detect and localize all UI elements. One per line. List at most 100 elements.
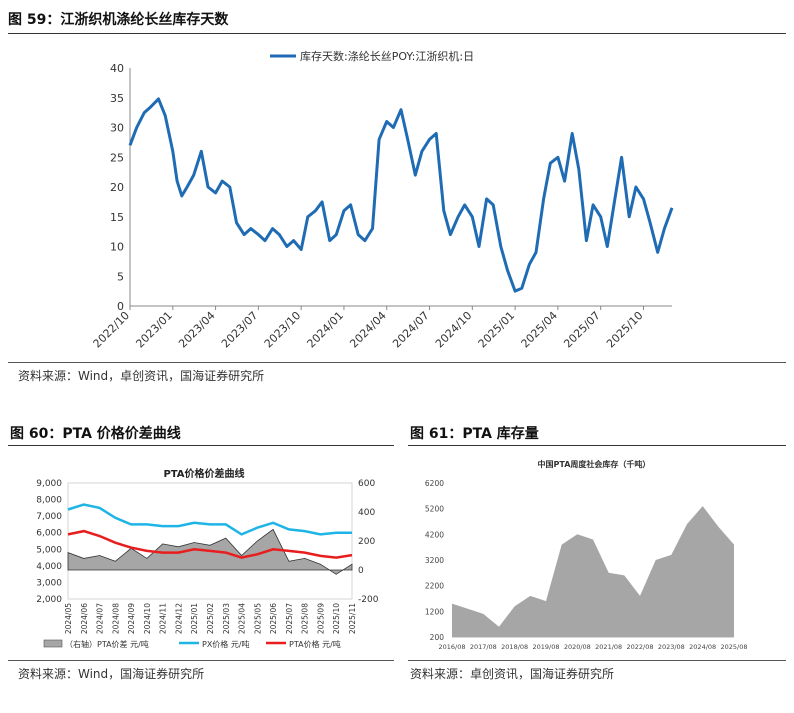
- fig61-y-tick-label: 2200: [425, 582, 444, 591]
- fig60-y-right-tick-label: -200: [358, 595, 379, 605]
- fig60-bottom-rule: [8, 660, 394, 661]
- fig60-x-tick-label: 2025/05: [253, 603, 262, 634]
- fig60-x-tick-label: 2025/01: [190, 603, 199, 634]
- fig59-y-tick-label: 0: [117, 300, 124, 313]
- fig59-x-tick-label: 2023/07: [219, 309, 261, 351]
- fig60-axes: 2,000 3,000 4,000 5,000 6,000 7,000 8,000 9,000…: [36, 479, 378, 634]
- fig61-area: [452, 506, 734, 637]
- fig59-x-tick-label: 2025/10: [604, 309, 646, 351]
- fig61-y-tick-label: 6200: [425, 479, 444, 488]
- fig59-source: 资料来源：Wind，卓创资讯，国海证券研究所: [18, 369, 265, 383]
- fig60-y-right-tick-label: 0: [358, 566, 364, 576]
- fig60-legend-pta-label: PTA价格 元/吨: [289, 639, 341, 649]
- fig60-y-left-tick-label: 5,000: [36, 545, 62, 555]
- fig60-x-tick-label: 2025/02: [206, 603, 215, 634]
- fig61-bottom-rule: [408, 660, 786, 661]
- fig60-x-tick-label: 2024/10: [143, 603, 152, 634]
- fig61-x-tick-label: 2017/08: [470, 643, 497, 651]
- fig60-x-tick-label: 2025/09: [316, 603, 325, 634]
- fig59-y-tick-label: 15: [110, 211, 124, 224]
- fig60-x-tick-label: 2024/12: [174, 603, 183, 634]
- fig59-x-tick-label: 2023/04: [176, 309, 218, 351]
- fig59-x-tick-label: 2024/07: [390, 309, 432, 351]
- fig61-y-tick-label: 1200: [425, 607, 444, 616]
- fig60-y-right-tick-label: 600: [358, 479, 375, 489]
- fig60-legend-spread-label: （右轴）PTA价差 元/吨: [65, 639, 149, 649]
- fig61-x-tick-label: 2019/08: [532, 643, 559, 651]
- fig60-y-right-tick-label: 400: [358, 508, 375, 518]
- fig60-y-right-tick-label: 200: [358, 537, 375, 547]
- fig59-x-tick-label: 2024/04: [347, 309, 389, 351]
- fig60-plot-frame: [67, 482, 353, 600]
- fig61-y-tick-label: 200: [430, 633, 445, 642]
- fig59-legend: 库存天数:涤纶长丝POY:江浙织机:日: [270, 49, 474, 63]
- fig61-x-tick-label: 2020/08: [564, 643, 591, 651]
- fig60-chart-title: PTA价格价差曲线: [163, 467, 244, 480]
- fig60-x-tick-label: 2024/09: [127, 603, 136, 634]
- fig61-source: 资料来源：卓创资讯，国海证券研究所: [410, 667, 615, 681]
- fig59-x-tick-label: 2024/01: [305, 309, 347, 351]
- fig61-x-tick-label: 2022/08: [626, 643, 653, 651]
- fig61-x-tick-label: 2018/08: [501, 643, 528, 651]
- fig60-y-left-tick-label: 6,000: [36, 529, 62, 539]
- fig61-x-tick-label: 2021/08: [595, 643, 622, 651]
- fig61-y-tick-label: 5200: [425, 505, 444, 514]
- fig59-y-tick-label: 35: [110, 92, 124, 105]
- fig60-y-left-tick-label: 2,000: [36, 595, 62, 605]
- fig59-series: [128, 97, 674, 293]
- fig59-y-tick-label: 20: [110, 181, 124, 194]
- fig60-y-left-tick-label: 4,000: [36, 562, 62, 572]
- fig61-title: 图 61：PTA 库存量: [410, 426, 539, 442]
- fig60-x-tick-label: 2025/03: [222, 603, 231, 634]
- fig61-area-series: [452, 506, 734, 637]
- fig59-x-tick-label: 2023/01: [133, 309, 175, 351]
- fig60-px-series: [67, 503, 352, 536]
- fig59-x-tick-label: 2025/04: [519, 309, 561, 351]
- fig60-chart: PTA价格价差曲线 2,000 3,000 4,000 5,000 6,000 7,000…: [36, 467, 378, 649]
- fig61-chart: 中国PTA周度社会库存（千吨） 200 1200 2200 3200 4200 5200 6…: [425, 459, 748, 651]
- fig59-chart: 库存天数:涤纶长丝POY:江浙织机:日 0 5 10 15 20 25 30 35 40 2022…: [91, 49, 674, 350]
- fig60-legend-px-label: PX价格 元/吨: [202, 639, 250, 649]
- fig61-x-tick-label: 2016/08: [438, 643, 465, 651]
- fig61-x-tick-label: 2024/08: [689, 643, 716, 651]
- fig60-y-left-tick-label: 3,000: [36, 578, 62, 588]
- fig60-x-tick-label: 2025/06: [269, 603, 278, 634]
- fig59-x-tick-label: 2022/10: [91, 309, 133, 351]
- fig60-x-tick-label: 2025/07: [285, 603, 294, 634]
- fig60-x-tick-label: 2024/08: [111, 603, 120, 634]
- fig59-y-tick-label: 30: [110, 122, 124, 135]
- fig59-x-tick-label: 2023/10: [262, 309, 304, 351]
- fig59-x-tick-label: 2025/07: [561, 309, 603, 351]
- fig60-lines: [67, 503, 353, 559]
- fig59-legend-label: 库存天数:涤纶长丝POY:江浙织机:日: [300, 49, 474, 63]
- fig60-y-left-tick-label: 8,000: [36, 496, 62, 506]
- fig60-pta-series: [67, 529, 353, 559]
- fig60-y-left-tick-label: 7,000: [36, 512, 62, 522]
- fig60-x-tick-label: 2024/06: [80, 603, 89, 634]
- fig60-x-tick-label: 2025/11: [348, 603, 357, 634]
- fig61-x-tick-label: 2025/08: [720, 643, 747, 651]
- fig60-x-tick-label: 2025/08: [301, 603, 310, 634]
- fig61-top-rule: [408, 445, 786, 446]
- fig61-x-tick-label: 2023/08: [658, 643, 685, 651]
- fig60-x-tick-label: 2025/04: [238, 603, 247, 634]
- fig60-legend-spread-swatch: [43, 639, 63, 648]
- fig59-title: 图 59：江浙织机涤纶长丝库存天数: [8, 12, 229, 28]
- fig60-x-tick-label: 2024/11: [159, 603, 168, 634]
- fig59-top-rule: [8, 33, 786, 34]
- fig59-x-tick-label: 2024/10: [433, 309, 475, 351]
- fig61-y-tick-label: 4200: [425, 530, 444, 539]
- fig60-title: 图 60：PTA 价格价差曲线: [10, 426, 181, 442]
- fig59-y-tick-label: 10: [110, 241, 124, 254]
- fig59-y-tick-label: 40: [110, 62, 124, 75]
- fig59-bottom-rule: [8, 362, 786, 363]
- fig60-top-rule: [8, 445, 394, 446]
- fig59-y-tick-label: 5: [117, 270, 124, 283]
- fig59-x-tick-label: 2025/01: [476, 309, 518, 351]
- fig60-x-tick-label: 2025/10: [332, 603, 341, 634]
- fig60-x-tick-label: 2024/05: [64, 603, 73, 634]
- fig60-source: 资料来源：Wind，国海证券研究所: [18, 667, 205, 681]
- fig59-y-tick-label: 25: [110, 151, 124, 164]
- fig59-series-line: [128, 97, 674, 293]
